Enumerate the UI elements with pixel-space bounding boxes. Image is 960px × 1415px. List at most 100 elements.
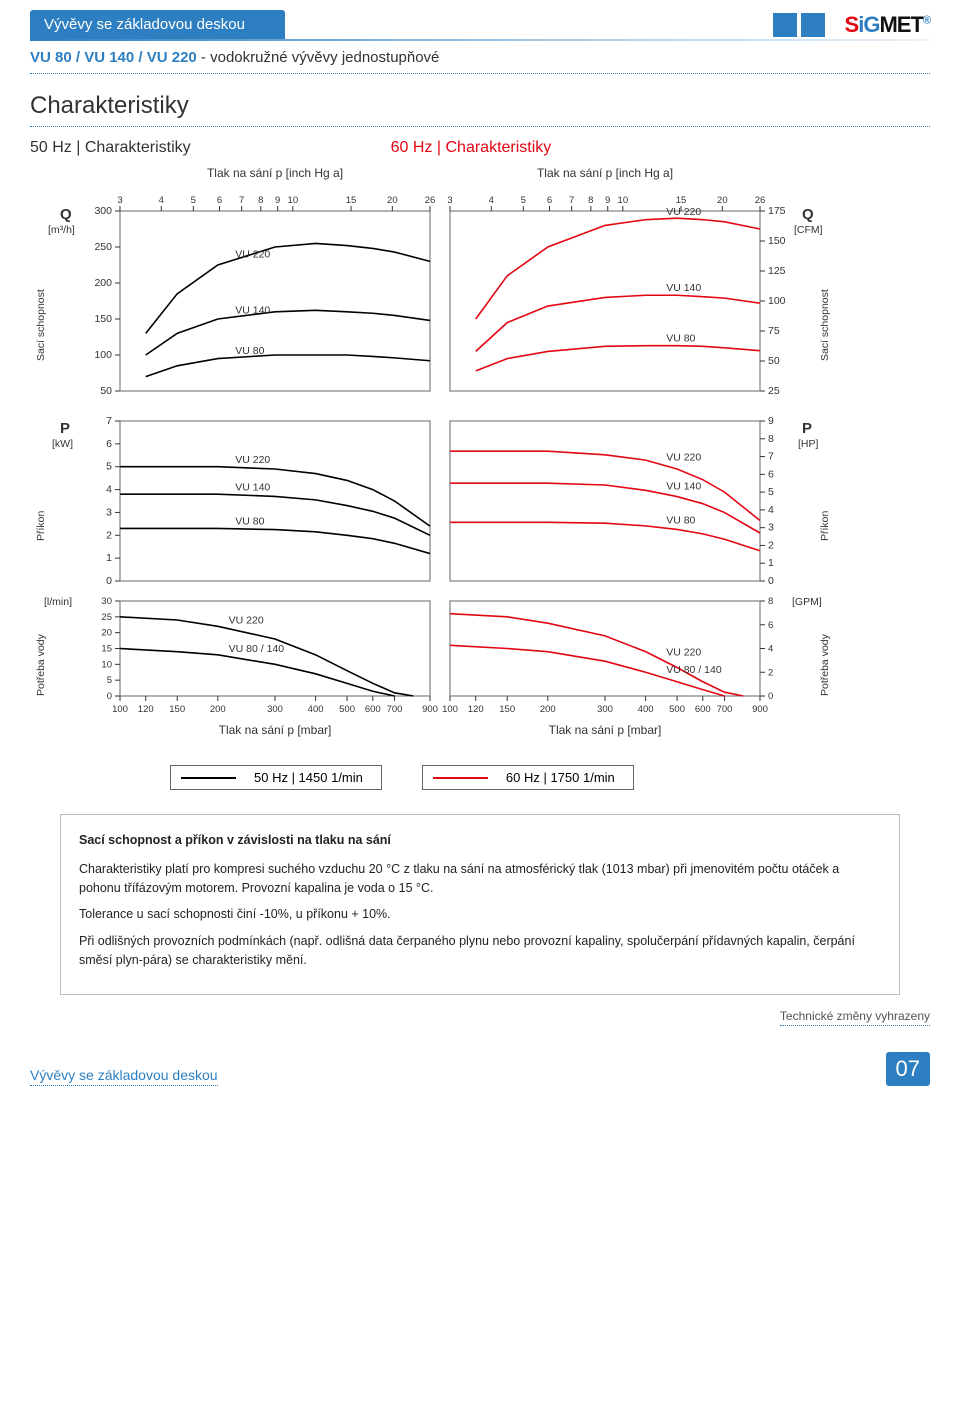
footer: Vývěvy se základovou deskou 07 (30, 1046, 930, 1086)
svg-text:Tlak na sání p [mbar]: Tlak na sání p [mbar] (219, 723, 332, 737)
svg-text:2: 2 (106, 529, 112, 541)
svg-text:VU 220: VU 220 (666, 206, 701, 218)
brand-logo: SiGMET® (845, 12, 930, 38)
svg-text:600: 600 (695, 704, 711, 715)
svg-text:150: 150 (768, 235, 786, 247)
svg-text:5: 5 (106, 461, 112, 473)
header-decor-blocks (773, 13, 825, 37)
svg-text:300: 300 (597, 704, 613, 715)
svg-text:[CFM]: [CFM] (794, 224, 823, 236)
svg-text:Tlak na sání p [mbar]: Tlak na sání p [mbar] (549, 723, 662, 737)
header-rule (30, 39, 930, 41)
svg-text:120: 120 (468, 704, 484, 715)
svg-text:Q: Q (802, 206, 814, 223)
product-subtitle: VU 80 / VU 140 / VU 220 - vodokružné výv… (30, 49, 930, 67)
svg-text:200: 200 (540, 704, 556, 715)
charts-svg: Tlak na sání p [inch Hg a] Tlak na sání p… (30, 161, 930, 751)
svg-text:50: 50 (768, 355, 780, 367)
svg-text:15: 15 (676, 195, 687, 206)
svg-text:150: 150 (94, 313, 112, 325)
svg-text:700: 700 (387, 704, 403, 715)
svg-text:Q: Q (60, 206, 72, 223)
svg-text:500: 500 (339, 704, 355, 715)
legend-50hz: 50 Hz | 1450 1/min (170, 765, 382, 790)
svg-text:900: 900 (422, 704, 438, 715)
svg-text:26: 26 (755, 195, 766, 206)
svg-text:4: 4 (106, 484, 112, 496)
info-p3: Při odlišných provozních podmínkách (nap… (79, 932, 881, 970)
svg-text:150: 150 (499, 704, 515, 715)
svg-text:[GPM]: [GPM] (792, 596, 822, 608)
svg-text:200: 200 (94, 277, 112, 289)
svg-text:4: 4 (768, 504, 774, 516)
svg-text:0: 0 (768, 691, 773, 702)
chart-panel-suction-capacity: Tlak na sání p [inch Hg a] Tlak na sání p… (30, 161, 930, 751)
svg-text:100: 100 (112, 704, 128, 715)
svg-text:P: P (60, 420, 70, 437)
svg-text:8: 8 (258, 195, 263, 206)
svg-text:9: 9 (768, 415, 774, 427)
svg-text:4: 4 (768, 644, 773, 655)
svg-text:7: 7 (239, 195, 244, 206)
svg-text:125: 125 (768, 265, 786, 277)
svg-text:6: 6 (217, 195, 222, 206)
svg-text:VU 80 / 140: VU 80 / 140 (229, 643, 285, 655)
footer-note-row: Technické změny vyhrazeny (30, 1007, 930, 1026)
svg-text:VU 220: VU 220 (235, 454, 270, 466)
svg-text:3: 3 (106, 506, 112, 518)
footer-left: Vývěvy se základovou deskou (30, 1067, 218, 1086)
svg-text:7: 7 (768, 451, 774, 463)
svg-text:P: P (802, 420, 812, 437)
svg-text:200: 200 (210, 704, 226, 715)
svg-text:100: 100 (768, 295, 786, 307)
svg-text:300: 300 (267, 704, 283, 715)
svg-text:Tlak na sání p [inch Hg a]: Tlak na sání p [inch Hg a] (537, 166, 673, 180)
svg-text:75: 75 (768, 325, 780, 337)
svg-text:VU 80: VU 80 (235, 516, 264, 528)
svg-text:6: 6 (547, 195, 552, 206)
svg-text:10: 10 (618, 195, 629, 206)
svg-text:VU 140: VU 140 (235, 305, 270, 317)
svg-text:Příkon: Příkon (35, 510, 47, 541)
svg-text:250: 250 (94, 241, 112, 253)
svg-text:30: 30 (101, 596, 112, 607)
svg-text:6: 6 (768, 468, 774, 480)
svg-text:700: 700 (717, 704, 733, 715)
svg-text:20: 20 (387, 195, 398, 206)
svg-text:3: 3 (117, 195, 122, 206)
charak-labels: 50 Hz | Charakteristiky 60 Hz | Charakte… (30, 139, 930, 157)
svg-text:[m³/h]: [m³/h] (48, 224, 75, 236)
svg-text:VU 220: VU 220 (235, 248, 270, 260)
svg-text:10: 10 (288, 195, 299, 206)
svg-text:7: 7 (106, 415, 112, 427)
charak-60hz-label: 60 Hz | Charakteristiky (391, 139, 552, 157)
info-p1: Charakteristiky platí pro kompresi suché… (79, 860, 881, 898)
svg-text:10: 10 (101, 659, 112, 670)
svg-text:5: 5 (107, 675, 112, 686)
svg-text:20: 20 (101, 628, 112, 639)
svg-text:1: 1 (768, 557, 774, 569)
svg-text:5: 5 (521, 195, 526, 206)
info-title: Sací schopnost a příkon v závislosti na … (79, 831, 881, 850)
svg-text:0: 0 (107, 691, 112, 702)
svg-text:175: 175 (768, 205, 786, 217)
svg-text:26: 26 (425, 195, 436, 206)
svg-text:300: 300 (94, 205, 112, 217)
svg-text:1: 1 (106, 552, 112, 564)
svg-text:VU 80: VU 80 (666, 333, 695, 345)
svg-text:6: 6 (106, 438, 112, 450)
svg-text:VU 80: VU 80 (235, 345, 264, 357)
svg-text:5: 5 (768, 486, 774, 498)
page-number-badge: 07 (886, 1046, 930, 1086)
svg-text:9: 9 (605, 195, 610, 206)
svg-text:VU 140: VU 140 (666, 480, 701, 492)
info-p2: Tolerance u sací schopnosti činí -10%, u… (79, 905, 881, 924)
section-title: Charakteristiky (30, 92, 930, 120)
svg-text:Tlak na sání p [inch Hg a]: Tlak na sání p [inch Hg a] (207, 166, 343, 180)
svg-text:VU 80: VU 80 (666, 515, 695, 527)
svg-text:100: 100 (94, 349, 112, 361)
charak-50hz-label: 50 Hz | Charakteristiky (30, 139, 191, 157)
info-box: Sací schopnost a příkon v závislosti na … (60, 814, 900, 995)
svg-text:2: 2 (768, 667, 773, 678)
svg-text:120: 120 (138, 704, 154, 715)
